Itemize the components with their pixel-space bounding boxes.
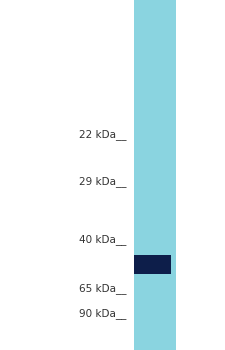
Text: 40 kDa__: 40 kDa__ <box>79 234 126 245</box>
Text: 65 kDa__: 65 kDa__ <box>79 283 126 294</box>
Text: 22 kDa__: 22 kDa__ <box>79 129 126 140</box>
Bar <box>134 0 176 350</box>
Text: 90 kDa__: 90 kDa__ <box>79 308 126 319</box>
Text: 29 kDa__: 29 kDa__ <box>79 176 126 188</box>
Bar <box>134 255 171 274</box>
